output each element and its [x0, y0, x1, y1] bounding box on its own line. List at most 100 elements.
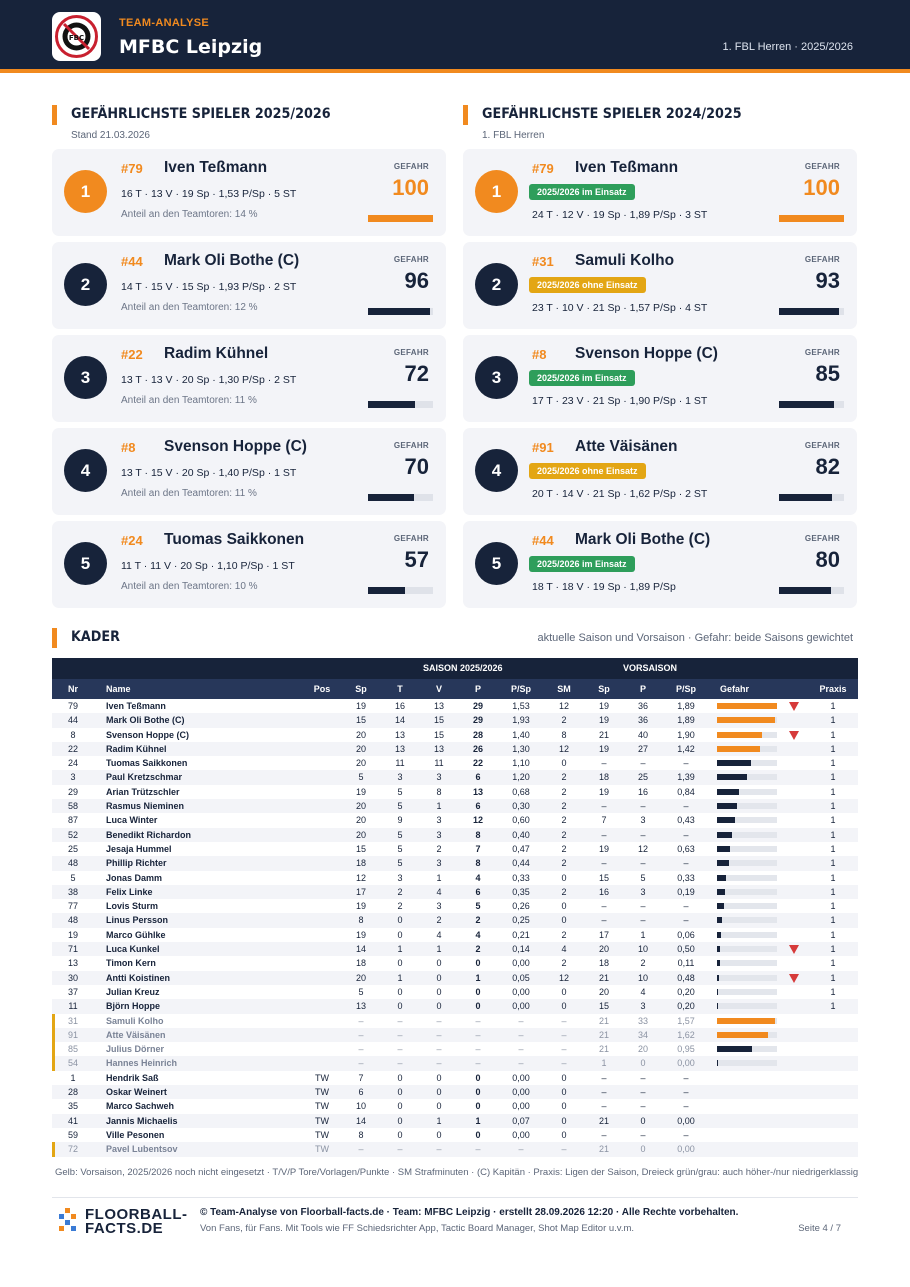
cell-sm: 0: [561, 1072, 567, 1083]
cell-psp: 0,00: [512, 958, 530, 969]
goal-share: Anteil an den Teamtoren: 11 %: [121, 488, 257, 499]
cell-t: 11: [395, 758, 405, 769]
cell-name: Hannes Heinrich: [106, 1058, 178, 1069]
cell-name: Svenson Hoppe (C): [106, 729, 190, 740]
cell-v: 2: [436, 915, 442, 926]
column-header-vpsp: P/Sp: [675, 684, 696, 694]
cell-sm: 0: [561, 872, 567, 883]
cell-v: 0: [436, 1101, 442, 1112]
cell-vsp: –: [601, 758, 607, 769]
danger-label: GEFAHR: [804, 348, 840, 357]
table-row: 58 Rasmus Nieminen 20 5 1 6 0,30 2 – – – 1: [52, 799, 858, 814]
player-card: 5 #24 Tuomas Saikkonen 11 T · 11 V · 20 Sp …: [52, 521, 446, 608]
rank-circle: 5: [475, 542, 518, 585]
cell-sp: 5: [358, 772, 364, 783]
cell-vp: 1: [640, 929, 646, 940]
cell-p: 29: [472, 715, 483, 726]
jersey-number: #79: [121, 161, 143, 176]
danger-bar: [717, 946, 777, 953]
cell-vsp: 19: [598, 715, 609, 726]
danger-value: 72: [404, 361, 429, 386]
danger-bar: [779, 215, 844, 222]
cell-praxis: 1: [830, 772, 836, 783]
jersey-number: #24: [121, 533, 143, 548]
cell-sm: –: [561, 1044, 567, 1055]
cell-vpsp: 0,43: [677, 815, 695, 826]
cell-sp: 20: [355, 801, 366, 812]
cell-vp: 16: [637, 786, 648, 797]
cell-v: 1: [436, 1115, 442, 1126]
cell-nr: 35: [67, 1101, 78, 1112]
cell-nr: 24: [67, 758, 78, 769]
prev-season-marker: [52, 1142, 55, 1157]
cell-p: 4: [475, 872, 481, 883]
cell-psp: 0,47: [512, 843, 530, 854]
danger-bar-fill: [717, 745, 761, 752]
cell-vsp: –: [601, 1087, 607, 1098]
danger-value: 100: [803, 175, 840, 200]
cell-v: 0: [436, 1129, 442, 1140]
cell-t: 14: [394, 715, 405, 726]
cell-p: 0: [475, 1087, 481, 1098]
cell-vp: 40: [637, 729, 648, 740]
league-season: 1. FBL Herren · 2025/2026: [722, 41, 853, 53]
cell-v: 15: [433, 715, 444, 726]
cell-p: 1: [475, 972, 481, 983]
cell-vsp: 18: [598, 958, 609, 969]
cell-vsp: 20: [598, 944, 609, 955]
cell-nr: 85: [67, 1044, 78, 1055]
cell-sm: 4: [561, 944, 567, 955]
jersey-number: #44: [532, 533, 554, 548]
cell-sp: 19: [355, 929, 366, 940]
cell-v: 4: [436, 929, 442, 940]
player-name: Atte Väisänen: [575, 438, 678, 455]
cell-name: Atte Väisänen: [106, 1029, 166, 1040]
table-row: 41 Jannis Michaelis TW 14 0 1 1 0,07 0 21 0 0,00: [52, 1113, 858, 1128]
cell-name: Julian Kreuz: [106, 986, 160, 997]
cell-psp: –: [518, 1058, 524, 1069]
danger-bar-fill: [368, 587, 406, 594]
danger-bar-fill: [717, 845, 731, 852]
cell-name: Luca Winter: [106, 815, 158, 826]
cell-v: 0: [436, 1087, 442, 1098]
danger-bar-fill: [779, 587, 831, 594]
goal-share: Anteil an den Teamtoren: 14 %: [121, 209, 258, 220]
cell-nr: 30: [67, 972, 78, 983]
cell-vpsp: 0,19: [677, 886, 695, 897]
player-card: 5 #44 Mark Oli Bothe (C) 2025/2026 im Einsa…: [463, 521, 857, 608]
status-badge: 2025/2026 im Einsatz: [529, 184, 635, 200]
cell-v: 3: [436, 772, 442, 783]
danger-value: 85: [815, 361, 840, 386]
cell-nr: 54: [67, 1058, 78, 1069]
cell-t: 2: [397, 901, 403, 912]
page-number: Seite 4 / 7: [798, 1223, 841, 1234]
cell-p: 28: [472, 729, 483, 740]
cell-v: 13: [433, 701, 444, 711]
rank-circle: 4: [475, 449, 518, 492]
cell-sm: 2: [561, 715, 567, 726]
cell-vp: –: [640, 1101, 646, 1112]
cell-sm: 12: [558, 701, 569, 711]
cell-name: Antti Koistinen: [106, 972, 170, 983]
danger-bar: [717, 703, 777, 709]
table-row: 71 Luca Kunkel 14 1 1 2 0,14 4 20 10 0,50 1: [52, 942, 858, 957]
cell-p: 8: [475, 858, 481, 869]
cell-t: 5: [397, 786, 403, 797]
cell-name: Jannis Michaelis: [106, 1115, 178, 1126]
cell-vsp: 15: [598, 872, 609, 883]
cell-sp: 19: [355, 901, 366, 912]
cell-vsp: 21: [598, 729, 609, 740]
cell-name: Arian Trützschler: [106, 786, 180, 797]
page-header: FBC TEAM-ANALYSE MFBC Leipzig 1. FBL Her…: [0, 0, 910, 73]
cell-v: 0: [436, 986, 442, 997]
cell-vsp: 1: [601, 1058, 607, 1069]
cell-t: 0: [397, 1001, 403, 1012]
cell-sp: –: [358, 1044, 364, 1055]
cell-sm: 2: [561, 929, 567, 940]
downward-triangle-icon: [789, 702, 799, 711]
cell-nr: 52: [67, 829, 78, 840]
cell-sm: 12: [558, 743, 569, 754]
cell-vp: 0: [640, 1115, 646, 1126]
danger-bar: [717, 1060, 777, 1067]
status-badge: 2025/2026 ohne Einsatz: [529, 463, 646, 479]
